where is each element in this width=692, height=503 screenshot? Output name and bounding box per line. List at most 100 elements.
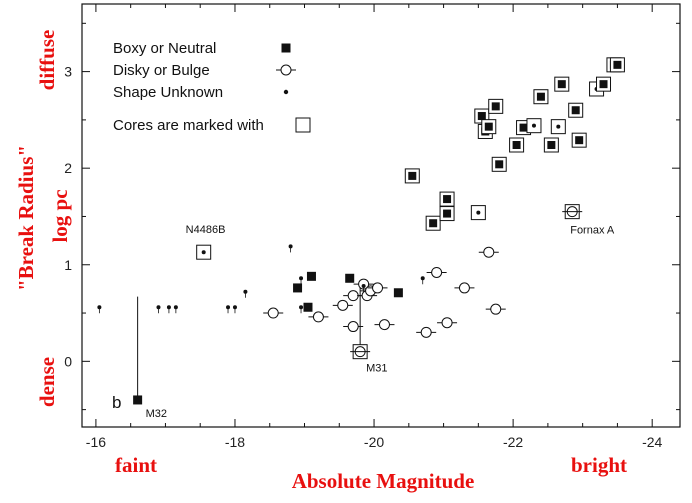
point-unknown <box>420 276 425 285</box>
marker-circle <box>347 290 359 302</box>
core-fill <box>536 92 545 101</box>
point-core <box>543 137 559 153</box>
y-axis-sublabel: log pc <box>48 189 72 242</box>
marker-dot <box>156 305 161 310</box>
x-right-word: bright <box>571 453 627 477</box>
legend-marker-disky <box>276 64 296 76</box>
point-core <box>596 76 612 92</box>
point-boxy <box>293 283 303 293</box>
core-fill <box>495 160 504 169</box>
legend-label: Boxy or Neutral <box>113 40 216 57</box>
core-circle <box>566 206 578 218</box>
core-fill <box>557 80 566 89</box>
marker-circle <box>372 282 384 294</box>
point-core <box>554 76 570 92</box>
point-core <box>609 57 625 73</box>
marker-dot <box>361 284 366 288</box>
point-unknown <box>361 284 366 292</box>
marker-dot <box>299 276 304 281</box>
point-core <box>526 118 542 134</box>
marker-circle <box>280 64 292 76</box>
marker-dot <box>166 305 171 310</box>
core-fill <box>512 141 521 149</box>
marker-circle <box>431 266 443 278</box>
point-disky <box>485 303 506 315</box>
point-boxy <box>393 288 403 298</box>
legend-marker-unknown <box>283 89 289 95</box>
point-core <box>571 132 587 148</box>
y-tick-label: 0 <box>64 353 72 369</box>
core-fill <box>613 60 622 69</box>
x-axis-label: Absolute Magnitude <box>292 469 475 493</box>
point-disky <box>478 246 499 258</box>
annotation-label: Fornax A <box>570 225 615 237</box>
point-unknown <box>288 244 293 253</box>
point-core <box>439 191 455 207</box>
core-circle <box>354 346 366 358</box>
y-tick-label: 2 <box>64 160 72 176</box>
point-core <box>562 204 583 220</box>
point-disky <box>374 319 395 331</box>
point-disky <box>426 266 447 278</box>
point-core <box>196 244 212 260</box>
marker-dot <box>97 305 102 310</box>
core-dot <box>531 123 536 128</box>
plot-frame <box>81 3 681 428</box>
legend-marker-core <box>295 117 311 133</box>
x-left-word: faint <box>115 453 157 477</box>
point-disky <box>332 299 353 311</box>
point-core <box>439 206 455 222</box>
y-axis-label: "Break Radius" <box>14 145 38 291</box>
core-fill <box>484 122 493 131</box>
marker-circle <box>483 246 495 258</box>
marker-circle <box>312 311 324 323</box>
y-tick-label: 3 <box>64 64 72 80</box>
point-unknown <box>156 305 161 314</box>
point-disky <box>367 282 388 294</box>
marker-circle <box>267 307 279 319</box>
point-disky <box>454 282 475 294</box>
core-fill <box>443 209 452 218</box>
point-disky <box>437 317 458 329</box>
core-fill <box>429 219 438 228</box>
point-unknown <box>97 305 102 314</box>
point-core <box>481 119 497 135</box>
marker-circle <box>458 282 470 294</box>
core-fill <box>408 171 417 180</box>
marker-circle <box>441 317 453 329</box>
marker-dot <box>243 289 248 294</box>
x-tick-label: -18 <box>225 434 245 450</box>
legend-label: Shape Unknown <box>113 84 223 101</box>
legend: Boxy or Neutral Disky or Bulge Shape Unkno… <box>113 40 311 134</box>
panel-label: b <box>112 393 121 412</box>
core-dot <box>201 250 206 255</box>
marker-dot <box>173 305 178 310</box>
annotations: N4486B M31 M32 Fornax A <box>146 224 615 420</box>
marker-circle <box>347 321 359 333</box>
core-fill <box>599 80 608 89</box>
point-disky <box>416 326 437 338</box>
point-unknown <box>299 305 304 314</box>
point-core <box>491 156 507 172</box>
point-core <box>550 119 566 135</box>
core-dot <box>556 124 561 129</box>
x-tick-label: -22 <box>503 434 523 450</box>
y-tick-label: 1 <box>64 257 72 273</box>
data-points <box>97 57 625 405</box>
legend-label: Cores are marked with <box>113 117 264 134</box>
core-fill <box>575 136 584 145</box>
point-core <box>404 168 420 184</box>
annotation-label: M31 <box>366 363 387 375</box>
point-unknown <box>166 305 171 314</box>
point-unknown <box>299 276 304 285</box>
core-dot <box>476 210 481 215</box>
point-core <box>509 137 525 153</box>
point-boxy <box>303 302 313 312</box>
point-core <box>568 102 584 118</box>
marker-dot <box>288 244 293 249</box>
point-disky <box>263 307 284 319</box>
annotation-label: N4486B <box>186 224 226 236</box>
x-tick-label: -20 <box>364 434 384 450</box>
